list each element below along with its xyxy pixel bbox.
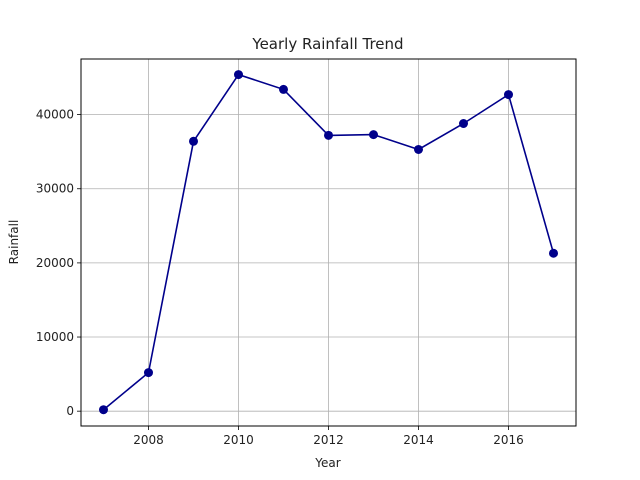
y-axis-label: Rainfall [7,220,21,265]
data-point [99,405,108,415]
x-axis: 2008 2010 2012 2014 2016 [133,426,524,447]
x-tick-label: 2008 [133,433,164,447]
series-layer [99,70,558,415]
data-point [234,70,243,80]
y-axis: 0 10000 20000 30000 40000 [36,108,81,418]
x-tick-label: 2016 [493,433,524,447]
y-tick-label: 10000 [36,330,74,344]
data-point [189,136,198,146]
data-point [324,130,333,140]
x-tick-label: 2014 [403,433,434,447]
data-point [369,130,378,140]
data-point [279,84,288,94]
x-tick-label: 2012 [313,433,344,447]
y-tick-label: 40000 [36,108,74,122]
chart-title: Yearly Rainfall Trend [251,35,403,53]
grid [81,59,576,426]
y-tick-label: 20000 [36,256,74,270]
y-tick-label: 0 [66,404,74,418]
x-axis-label: Year [314,456,340,470]
data-point [504,90,513,100]
data-point [459,119,468,129]
data-point [414,144,423,154]
data-point [549,248,558,258]
x-tick-label: 2010 [223,433,254,447]
data-point [144,368,153,378]
y-tick-label: 30000 [36,182,74,196]
